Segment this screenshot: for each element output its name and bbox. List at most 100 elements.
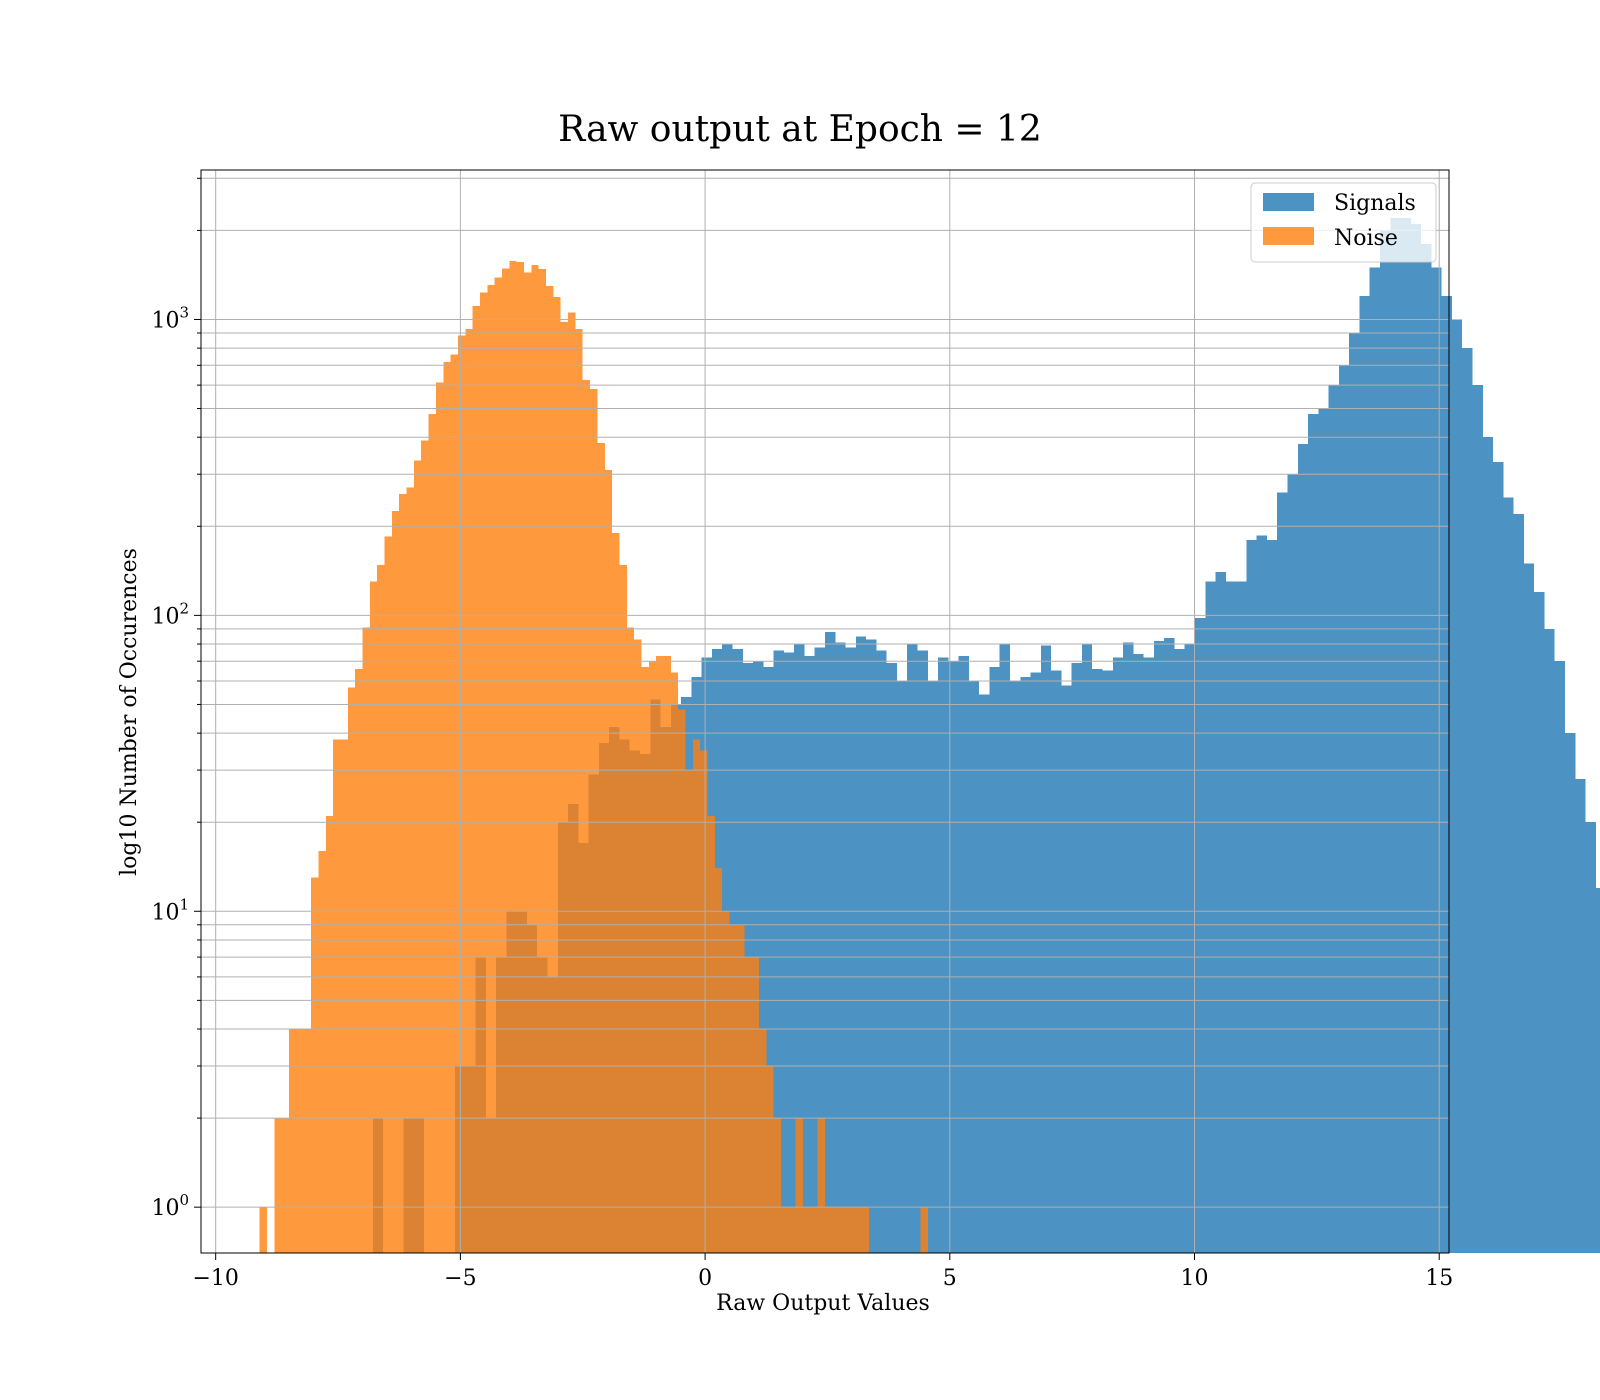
signals-bar (1092, 668, 1103, 1253)
signals-bar (1040, 645, 1052, 1253)
noise-bar (428, 414, 436, 1253)
noise-bar (604, 469, 613, 1254)
signals-bar (1123, 642, 1134, 1253)
x-tick-label: 15 (1425, 1266, 1453, 1291)
signals-bar (1184, 644, 1195, 1253)
noise-bar (377, 564, 385, 1253)
noise-bar (692, 739, 701, 1253)
noise-bar (766, 1065, 774, 1253)
signals-bar (1318, 408, 1329, 1253)
signals-bar (866, 639, 877, 1253)
noise-bar (450, 354, 458, 1253)
noise-bar (443, 362, 451, 1253)
chart-title: Raw output at Epoch = 12 (558, 109, 1042, 150)
noise-bar (634, 639, 642, 1253)
noise-bar (465, 329, 473, 1254)
signals-bar (1153, 640, 1165, 1253)
noise-bar (479, 292, 488, 1253)
axis-ticks: −10 −5 0 5 10 15 100 101 102 103 (151, 177, 1453, 1291)
signals-bar (1236, 581, 1247, 1253)
signals-bar (1071, 663, 1082, 1253)
noise-bar (575, 329, 583, 1254)
noise-bar (281, 1118, 290, 1253)
noise-bar (487, 285, 495, 1253)
legend-label-signals: Signals (1334, 191, 1416, 216)
signals-bar (825, 631, 836, 1253)
signals-bar (907, 644, 918, 1253)
signals-bar (1513, 514, 1524, 1253)
signals-bar (876, 650, 887, 1253)
signals-bar (927, 681, 939, 1253)
signals-bar (1256, 535, 1267, 1253)
signals-bar (1143, 657, 1154, 1253)
signals-bar (1277, 492, 1288, 1254)
noise-bar (641, 666, 649, 1253)
noise-bar (678, 709, 686, 1253)
signals-bar (1390, 218, 1401, 1253)
noise-bar (494, 277, 502, 1253)
signals-bar (1482, 437, 1494, 1254)
noise-bar (421, 440, 429, 1254)
histogram-bars (259, 218, 1600, 1254)
signals-bar (1410, 224, 1422, 1253)
noise-bar (597, 443, 605, 1253)
y-tick-label: 102 (151, 599, 189, 629)
noise-bar (722, 911, 730, 1253)
noise-bar (524, 272, 532, 1253)
grid-lines (201, 170, 1449, 1253)
noise-bar (553, 297, 561, 1253)
x-tick-label: 5 (943, 1266, 957, 1291)
signals-bar (1421, 243, 1432, 1253)
noise-bar (656, 655, 664, 1253)
noise-bar (810, 1207, 818, 1253)
noise-bar (509, 260, 517, 1254)
signals-bar (989, 666, 1000, 1253)
noise-bar (457, 335, 466, 1253)
signals-bar (1081, 644, 1093, 1253)
y-tick-label: 100 (151, 1191, 189, 1221)
noise-bar (384, 536, 392, 1253)
signals-bar (1174, 648, 1185, 1253)
signals-bar (845, 647, 856, 1253)
noise-bar (817, 1118, 825, 1253)
x-tick-label: 0 (698, 1266, 712, 1291)
signals-bar (1215, 572, 1226, 1253)
signals-bar (968, 681, 980, 1253)
noise-bar (751, 957, 759, 1253)
signals-bar (1554, 661, 1565, 1253)
noise-bar (516, 261, 525, 1253)
x-axis-label: Raw Output Values (716, 1291, 930, 1316)
signals-bar (1051, 670, 1062, 1253)
signals-bar (1462, 348, 1473, 1253)
signals-bar (1225, 581, 1237, 1253)
signals-bar (1030, 672, 1041, 1253)
noise-bar (802, 1207, 811, 1253)
legend-label-noise: Noise (1334, 226, 1398, 251)
signals-bar (783, 652, 795, 1253)
noise-bar (531, 265, 539, 1253)
signals-bar (1020, 676, 1031, 1253)
noise-bar (546, 285, 554, 1253)
noise-bar (590, 388, 598, 1253)
signals-bar (1102, 670, 1113, 1253)
signals-bar (1061, 685, 1072, 1253)
noise-bar (501, 268, 510, 1253)
noise-bar (670, 672, 679, 1253)
signals-bar (835, 642, 846, 1253)
noise-bar (399, 494, 407, 1253)
signals-bar (1328, 385, 1339, 1253)
signals-bar (773, 650, 784, 1253)
signals-bar (1297, 443, 1309, 1253)
signals-bar (1349, 333, 1360, 1253)
noise-bar (714, 868, 723, 1253)
signals-bar (1246, 539, 1257, 1253)
noise-bar (854, 1207, 862, 1253)
signals-bar (814, 647, 825, 1253)
signals-bar (938, 657, 949, 1253)
signals-bar (1287, 474, 1298, 1253)
noise-bar (788, 1207, 796, 1253)
noise-bar (347, 687, 356, 1253)
signals-bar (886, 663, 897, 1253)
signals-bar (1379, 230, 1391, 1253)
signals-bar (1369, 267, 1380, 1253)
